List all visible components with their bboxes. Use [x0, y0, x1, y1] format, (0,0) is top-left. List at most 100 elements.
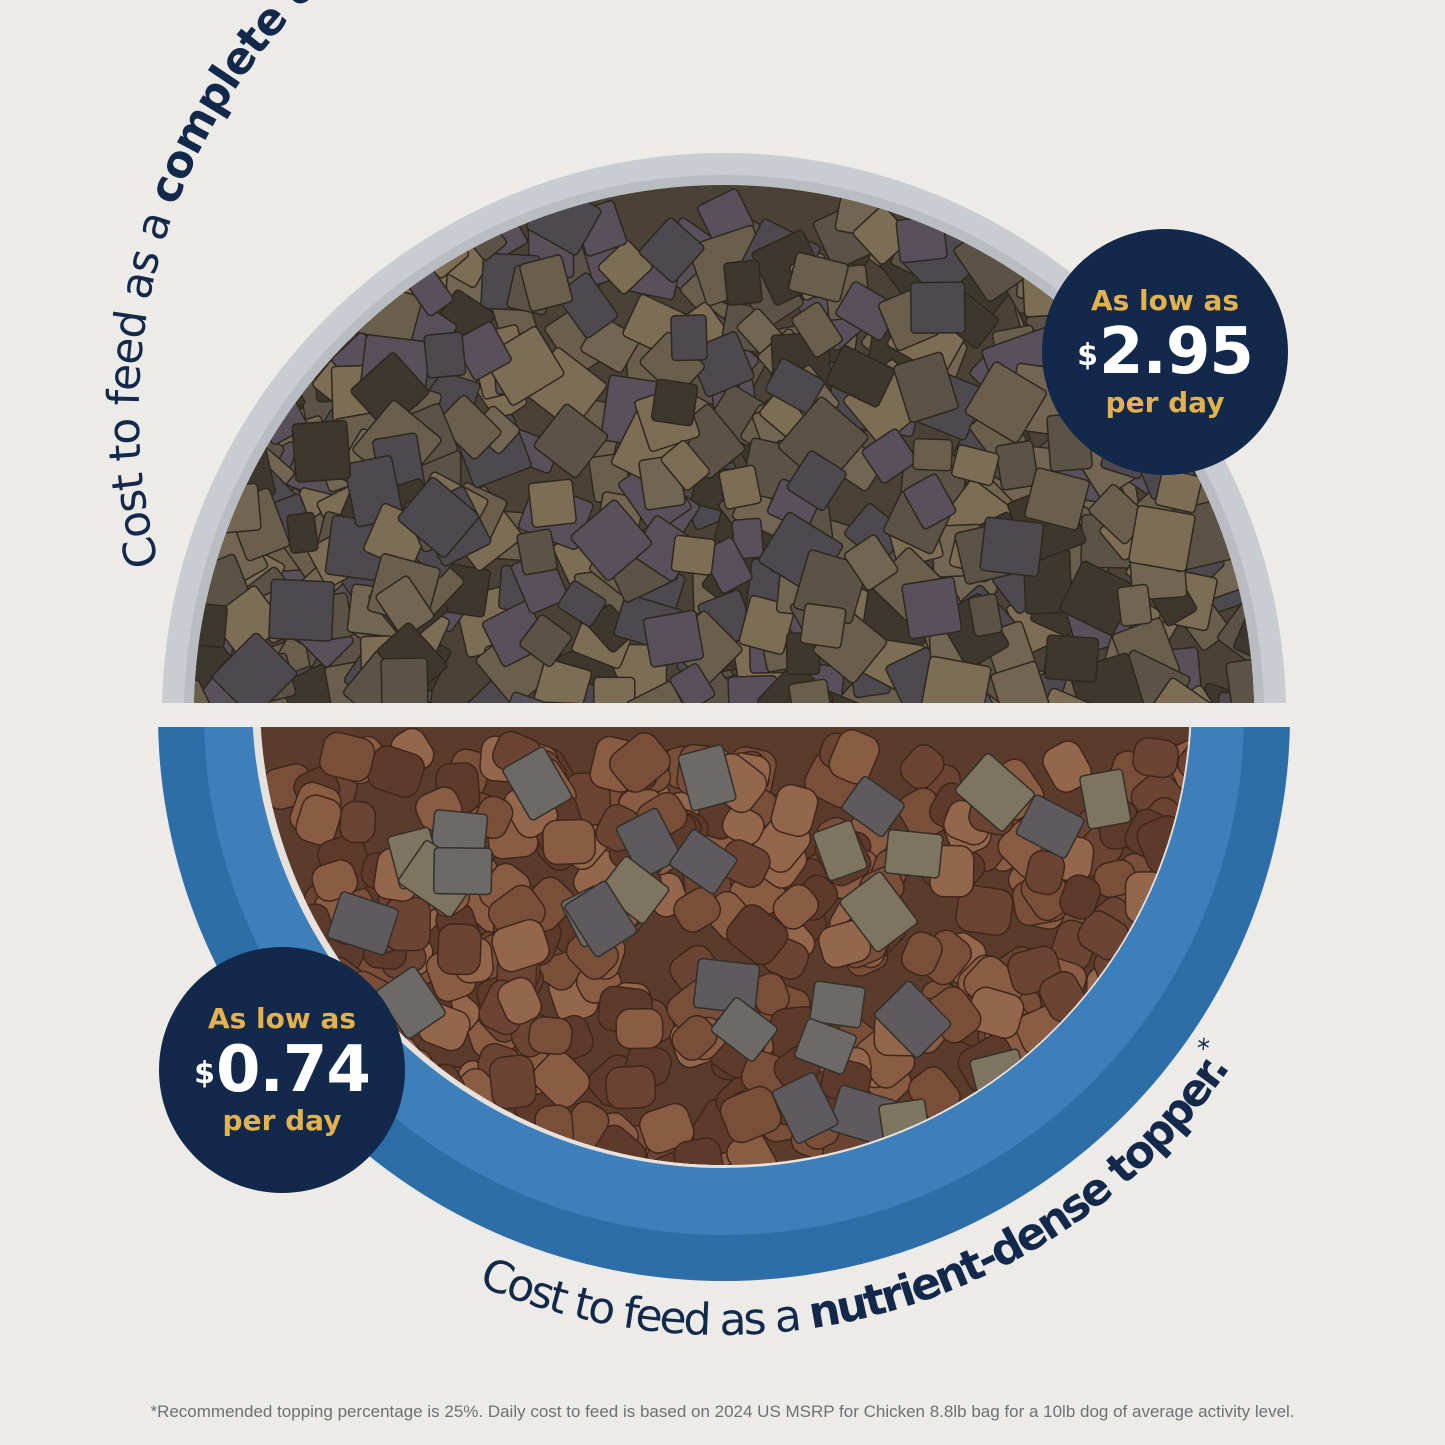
kibble-piece: [528, 1016, 573, 1055]
topper-piece: [812, 819, 868, 882]
food-piece: [220, 204, 288, 274]
kibble-piece: [828, 729, 880, 785]
badge-lead: As low as: [207, 1002, 357, 1035]
kibble-piece: [343, 1173, 407, 1240]
kibble-piece: [1059, 874, 1101, 920]
food-piece: [194, 350, 222, 414]
food-piece: [642, 609, 705, 668]
kibble-piece: [1165, 736, 1190, 798]
kibble-piece: [638, 1102, 695, 1154]
food-piece: [1146, 677, 1218, 703]
food-piece: [797, 686, 874, 703]
kibble-piece: [719, 1085, 782, 1144]
kibble-piece: [901, 931, 943, 977]
topper-piece: [432, 846, 493, 896]
food-piece: [533, 403, 609, 479]
topper-piece: [326, 891, 400, 956]
food-piece: [843, 534, 899, 591]
food-piece: [519, 254, 573, 312]
food-piece: [1242, 451, 1254, 501]
food-piece: [893, 351, 959, 423]
food-piece: [194, 272, 236, 334]
food-piece: [1273, 455, 1343, 525]
food-piece: [1040, 221, 1081, 254]
food-piece: [723, 259, 763, 306]
food-piece: [324, 186, 386, 249]
food-piece: [194, 222, 227, 277]
food-piece: [968, 593, 1003, 637]
food-piece: [329, 193, 405, 265]
food-piece: [764, 358, 825, 414]
topper-piece: [669, 829, 738, 895]
food-piece: [501, 691, 559, 703]
food-piece: [995, 440, 1039, 491]
food-piece: [979, 516, 1045, 578]
food-piece: [280, 269, 326, 307]
food-piece: [1116, 583, 1153, 627]
topper-piece: [1079, 768, 1132, 830]
badge-lead: As low as: [1090, 284, 1240, 317]
food-piece: [359, 188, 404, 233]
topper-piece: [839, 871, 918, 953]
kibble-piece: [532, 1050, 591, 1109]
food-piece: [1217, 600, 1254, 673]
meal-price-badge: As low as $2.95 per day: [1042, 229, 1288, 475]
topper-piece: [954, 753, 1035, 832]
food-piece: [539, 701, 583, 703]
food-piece: [1240, 189, 1254, 239]
kibble-piece: [295, 794, 343, 846]
food-piece: [270, 191, 328, 249]
food-piece: [1044, 634, 1100, 683]
food-piece: [718, 464, 762, 510]
food-piece: [226, 320, 279, 378]
food-piece: [397, 476, 480, 558]
topper-piece: [1015, 794, 1085, 859]
topper-piece: [794, 1018, 857, 1075]
food-piece: [194, 398, 237, 448]
food-piece: [1263, 497, 1340, 575]
food-piece: [1268, 186, 1330, 248]
topper-piece: [809, 980, 866, 1029]
food-piece: [1265, 232, 1339, 306]
kibble-piece: [605, 1065, 657, 1110]
food-piece: [235, 298, 290, 352]
food-piece: [570, 499, 653, 581]
food-piece: [626, 680, 697, 703]
kibble-piece: [542, 818, 596, 866]
kibble-piece: [436, 923, 482, 976]
food-piece: [519, 614, 573, 668]
kibble-piece: [1172, 1174, 1234, 1233]
kibble-piece: [1132, 736, 1180, 779]
food-piece: [307, 212, 364, 274]
food-piece: [638, 217, 705, 283]
food-piece: [1128, 505, 1196, 572]
food-piece: [1154, 468, 1203, 514]
kibble-piece: [336, 1169, 389, 1228]
food-piece: [557, 580, 607, 627]
topper-piece: [771, 1071, 839, 1144]
food-piece: [349, 185, 402, 235]
food-piece: [204, 278, 278, 351]
food-piece: [1225, 656, 1254, 703]
kibble-piece: [899, 744, 945, 790]
topper-piece: [874, 980, 952, 1059]
kibble-piece: [497, 976, 543, 1025]
topper-piece: [677, 744, 737, 812]
food-piece: [788, 678, 834, 703]
food-piece: [555, 272, 619, 339]
food-piece: [206, 293, 272, 352]
badge-unit: per day: [222, 1104, 342, 1137]
badge-price: $0.74: [194, 1033, 371, 1107]
food-piece: [328, 211, 377, 255]
food-piece: [799, 602, 847, 649]
food-piece: [791, 301, 843, 358]
badge-unit: per day: [1105, 386, 1225, 419]
food-piece: [194, 679, 218, 703]
food-piece: [1262, 518, 1340, 596]
kibble-piece: [319, 731, 376, 783]
food-piece: [380, 657, 429, 703]
topper-piece: [710, 997, 778, 1062]
kibble-piece: [673, 887, 722, 933]
food-piece: [964, 361, 1048, 444]
topper-piece: [502, 746, 573, 821]
